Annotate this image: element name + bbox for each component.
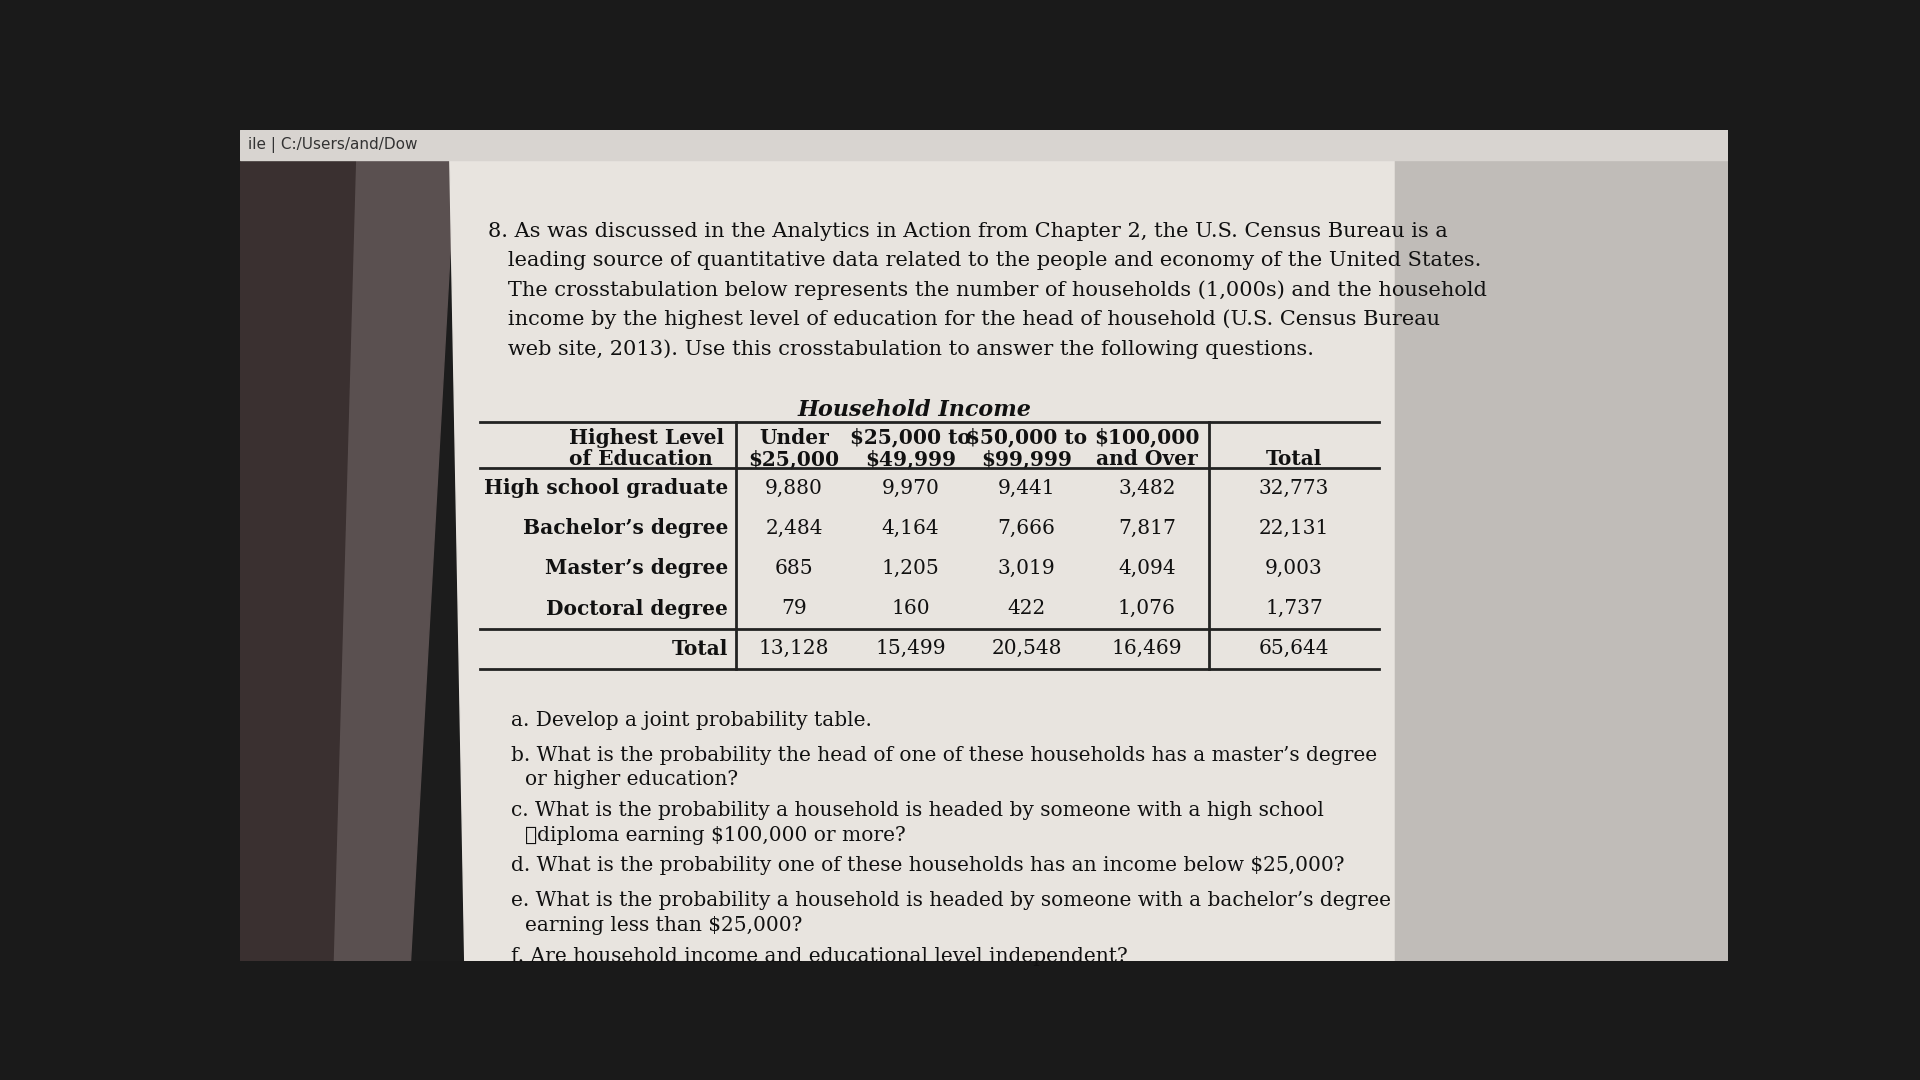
Text: d. What is the probability one of these households has an income below $25,000?: d. What is the probability one of these …: [511, 856, 1344, 876]
Text: leading source of quantitative data related to the people and economy of the Uni: leading source of quantitative data rela…: [488, 252, 1482, 270]
Text: High school graduate: High school graduate: [484, 478, 728, 498]
Text: or higher education?: or higher education?: [526, 770, 739, 789]
Text: 422: 422: [1008, 599, 1046, 618]
Text: 4,164: 4,164: [881, 519, 939, 538]
Text: 1,737: 1,737: [1265, 599, 1323, 618]
Text: 1,076: 1,076: [1117, 599, 1175, 618]
Text: Total: Total: [672, 638, 728, 659]
Bar: [240, 130, 1728, 161]
Polygon shape: [449, 130, 1394, 961]
Text: 3,019: 3,019: [998, 559, 1056, 578]
Text: f. Are household income and educational level independent?: f. Are household income and educational …: [511, 946, 1129, 966]
Text: and Over: and Over: [1096, 449, 1198, 469]
Text: income by the highest level of education for the head of household (U.S. Census : income by the highest level of education…: [488, 310, 1440, 329]
Text: Under: Under: [758, 428, 829, 447]
Text: Master’s degree: Master’s degree: [545, 558, 728, 579]
Text: 8. As was discussed in the Analytics in Action from Chapter 2, the U.S. Census B: 8. As was discussed in the Analytics in …: [488, 222, 1448, 241]
Text: web site, 2013). Use this crosstabulation to answer the following questions.: web site, 2013). Use this crosstabulatio…: [488, 339, 1313, 359]
Text: 9,970: 9,970: [881, 478, 939, 498]
Text: 32,773: 32,773: [1260, 478, 1329, 498]
Text: 13,128: 13,128: [758, 639, 829, 658]
Text: b. What is the probability the head of one of these households has a master’s de: b. What is the probability the head of o…: [511, 745, 1377, 765]
Text: 3,482: 3,482: [1117, 478, 1175, 498]
Text: of Education: of Education: [570, 449, 712, 469]
Text: c. What is the probability a household is headed by someone with a high school: c. What is the probability a household i…: [511, 801, 1325, 820]
Polygon shape: [240, 130, 457, 961]
Text: 7,666: 7,666: [998, 519, 1056, 538]
Text: earning less than $25,000?: earning less than $25,000?: [526, 916, 803, 935]
Text: The crosstabulation below represents the number of households (1,000s) and the h: The crosstabulation below represents the…: [488, 281, 1486, 300]
Text: 9,441: 9,441: [998, 478, 1056, 498]
Text: 65,644: 65,644: [1260, 639, 1329, 658]
Text: Doctoral degree: Doctoral degree: [547, 598, 728, 619]
Text: $99,999: $99,999: [981, 449, 1071, 469]
Text: 16,469: 16,469: [1112, 639, 1183, 658]
Text: 1,205: 1,205: [881, 559, 939, 578]
Text: $25,000 to: $25,000 to: [851, 428, 972, 447]
Text: $50,000 to: $50,000 to: [966, 428, 1087, 447]
Text: e. What is the probability a household is headed by someone with a bachelor’s de: e. What is the probability a household i…: [511, 891, 1392, 910]
Text: 20,548: 20,548: [991, 639, 1062, 658]
Text: $25,000: $25,000: [749, 449, 839, 469]
Text: ␡diploma earning $100,000 or more?: ␡diploma earning $100,000 or more?: [526, 826, 906, 845]
Polygon shape: [1394, 130, 1728, 961]
Text: 9,003: 9,003: [1265, 559, 1323, 578]
Text: Household Income: Household Income: [797, 400, 1031, 421]
Text: $49,999: $49,999: [864, 449, 956, 469]
Text: Highest Level: Highest Level: [570, 428, 724, 447]
Polygon shape: [240, 130, 357, 961]
Text: 79: 79: [781, 599, 806, 618]
Text: 2,484: 2,484: [766, 519, 824, 538]
Text: 160: 160: [891, 599, 929, 618]
Text: 7,817: 7,817: [1117, 519, 1175, 538]
Text: Total: Total: [1265, 449, 1323, 469]
Text: ile | C:/Users/and/Dow: ile | C:/Users/and/Dow: [248, 137, 417, 153]
Text: 4,094: 4,094: [1117, 559, 1175, 578]
Text: 15,499: 15,499: [876, 639, 947, 658]
Text: Bachelor’s degree: Bachelor’s degree: [522, 518, 728, 539]
Text: a. Develop a joint probability table.: a. Develop a joint probability table.: [511, 711, 872, 730]
Text: 9,880: 9,880: [766, 478, 824, 498]
Text: 685: 685: [776, 559, 814, 578]
Text: 22,131: 22,131: [1260, 519, 1329, 538]
Text: $100,000: $100,000: [1094, 428, 1200, 447]
